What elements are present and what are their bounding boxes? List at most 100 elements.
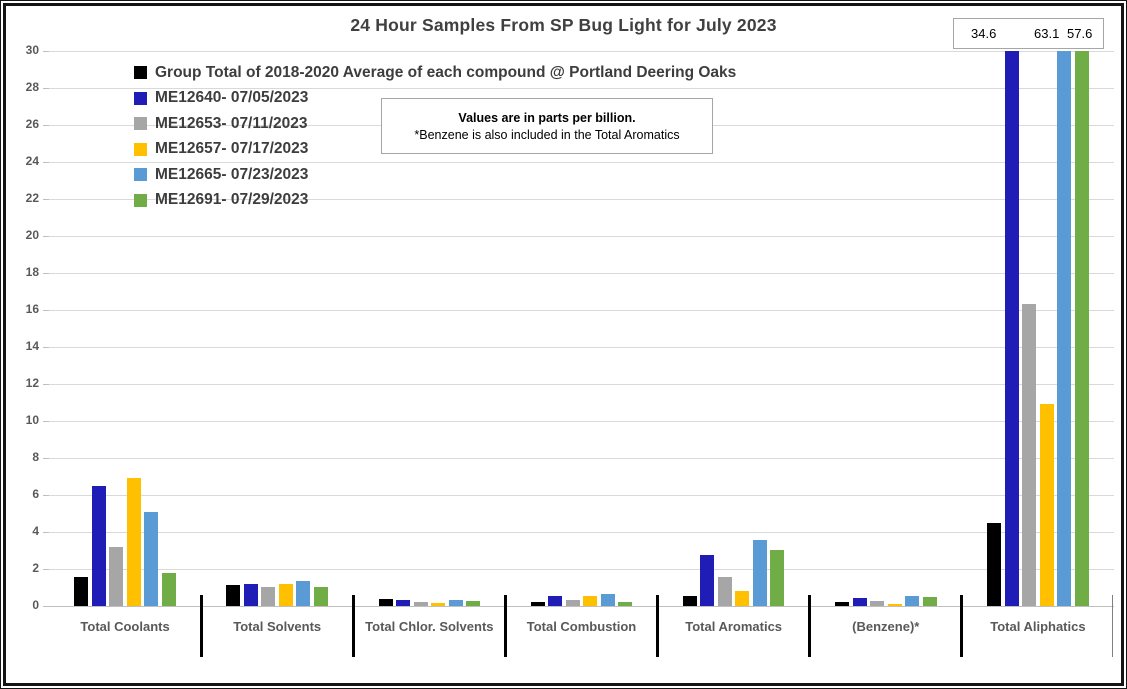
bar <box>987 522 1002 606</box>
y-axis-tick <box>43 384 49 385</box>
note-line-benzene: *Benzene is also included in the Total A… <box>414 127 680 142</box>
y-axis-tick <box>43 347 49 348</box>
y-axis-tick-label: 12 <box>25 376 39 390</box>
y-axis-tick-label: 24 <box>25 154 39 168</box>
legend-color-swatch <box>134 168 147 182</box>
bar <box>413 602 428 606</box>
legend-label: ME12665- 07/23/2023 <box>155 165 309 183</box>
legend-color-swatch <box>134 91 147 105</box>
legend-label: Group Total of 2018-2020 Average of each… <box>155 63 737 81</box>
bar <box>770 549 785 606</box>
bar <box>396 599 411 606</box>
y-axis-tick <box>43 458 49 459</box>
category-separator <box>960 595 964 657</box>
gridline <box>49 384 1114 385</box>
y-axis-tick-label: 4 <box>32 524 39 538</box>
y-axis-tick <box>43 125 49 126</box>
category-label: Total Combustion <box>526 619 637 634</box>
x-axis-line <box>49 606 1114 607</box>
chart-title: 24 Hour Samples From SP Bug Light for Ju… <box>350 15 777 35</box>
y-axis-tick-label: 30 <box>25 43 39 57</box>
legend-item: ME12657- 07/17/2023 <box>134 137 736 163</box>
gridline <box>49 495 1114 496</box>
bar <box>431 603 446 606</box>
y-axis-tick-label: 10 <box>25 413 39 427</box>
bar <box>852 597 867 606</box>
gridline <box>49 347 1114 348</box>
legend-item: ME12691- 07/29/2023 <box>134 188 736 214</box>
bar <box>905 595 920 606</box>
legend-item: ME12665- 07/23/2023 <box>134 162 736 188</box>
bar <box>278 583 293 606</box>
bar <box>91 485 106 606</box>
bar <box>752 540 767 606</box>
category-label: Total Aliphatics <box>990 619 1086 634</box>
bar <box>1039 404 1054 606</box>
y-axis-tick <box>43 199 49 200</box>
bar <box>548 595 563 606</box>
bar <box>565 599 580 606</box>
chart-legend: Group Total of 2018-2020 Average of each… <box>134 60 736 213</box>
bar <box>1057 51 1072 606</box>
gridline <box>49 458 1114 459</box>
gridline <box>49 421 1114 422</box>
bar <box>144 511 159 606</box>
gridline <box>49 310 1114 311</box>
gridline <box>49 88 1114 89</box>
category-label: Total Aromatics <box>685 619 783 634</box>
bar <box>870 601 885 606</box>
category-label: Total Chlor. Solvents <box>365 619 494 634</box>
legend-color-swatch <box>134 142 147 156</box>
bar <box>226 584 241 606</box>
legend-item: ME12640- 07/05/2023 <box>134 86 736 112</box>
bar <box>1074 51 1089 606</box>
y-axis-tick <box>43 310 49 311</box>
legend-item: Group Total of 2018-2020 Average of each… <box>134 60 736 86</box>
offscale-value-me12691: 57.6 <box>1067 26 1093 41</box>
offscale-value-me12640: 34.6 <box>971 26 997 41</box>
category-separator <box>656 595 660 657</box>
category-label: (Benzene)* <box>852 619 920 634</box>
bar <box>243 583 258 606</box>
legend-label: ME12691- 07/29/2023 <box>155 191 309 209</box>
gridline <box>49 273 1114 274</box>
category-separator <box>351 595 355 657</box>
y-axis-tick-label: 16 <box>25 302 39 316</box>
legend-color-swatch <box>134 117 147 131</box>
gridline <box>49 162 1114 163</box>
legend-label: ME12640- 07/05/2023 <box>155 89 309 107</box>
bar <box>1004 51 1019 606</box>
y-axis-tick-label: 0 <box>32 598 39 612</box>
category-label: Total Solvents <box>233 619 322 634</box>
offscale-values-box: 34.6 63.1 57.6 <box>953 18 1104 49</box>
category-separator <box>808 595 812 657</box>
gridline <box>49 532 1114 533</box>
category-label: Total Coolants <box>80 619 170 634</box>
y-axis-tick <box>43 532 49 533</box>
bar <box>74 577 89 606</box>
bar <box>618 602 633 606</box>
bar <box>126 478 141 606</box>
bar <box>717 577 732 606</box>
y-axis-tick <box>43 606 49 607</box>
legend-label: ME12653- 07/11/2023 <box>155 114 308 132</box>
bar <box>466 601 481 606</box>
gridline <box>49 569 1114 570</box>
bar <box>700 555 715 606</box>
chart-note-box: Values are in parts per billion. *Benzen… <box>381 98 713 154</box>
y-axis-tick <box>43 273 49 274</box>
y-axis-tick-label: 14 <box>25 339 39 353</box>
y-axis-tick <box>43 569 49 570</box>
bar <box>378 598 393 606</box>
y-axis-tick-label: 28 <box>25 80 39 94</box>
legend-item: ME12653- 07/11/2023 <box>134 111 736 137</box>
y-axis-tick-label: 2 <box>32 561 39 575</box>
bar <box>735 591 750 606</box>
bar <box>109 546 124 606</box>
y-axis-tick <box>43 162 49 163</box>
bar <box>600 593 615 606</box>
gridline <box>49 199 1114 200</box>
y-axis-tick <box>43 421 49 422</box>
y-axis-tick <box>43 88 49 89</box>
y-axis-tick-label: 8 <box>32 450 39 464</box>
